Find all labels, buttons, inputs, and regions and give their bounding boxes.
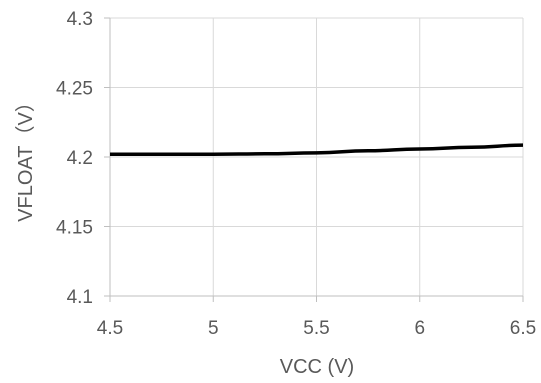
y-tick-label: 4.15 (56, 218, 93, 239)
y-tick-label: 4.1 (67, 287, 93, 308)
y-tick-label: 4.3 (67, 9, 93, 30)
gridlines (110, 17, 524, 296)
axes (104, 17, 524, 302)
tick-labels: 4.3 4.25 4.2 4.15 4.14.5 5 5.5 6 6.5 (56, 9, 536, 339)
x-tick-label: 5 (208, 318, 219, 339)
x-tick-label: 5.5 (303, 318, 329, 339)
series-line-0 (110, 143, 524, 156)
plot-area (110, 143, 524, 156)
x-tick-label: 6.5 (510, 318, 536, 339)
x-tick-label: 6 (414, 318, 425, 339)
x-tick-label: 4.5 (97, 318, 123, 339)
y-axis-label: VFLOAT（V） (14, 92, 37, 222)
x-axis-label: VCC (V) (280, 356, 354, 378)
y-tick-label: 4.25 (56, 79, 93, 100)
y-tick-label: 4.2 (67, 148, 93, 169)
